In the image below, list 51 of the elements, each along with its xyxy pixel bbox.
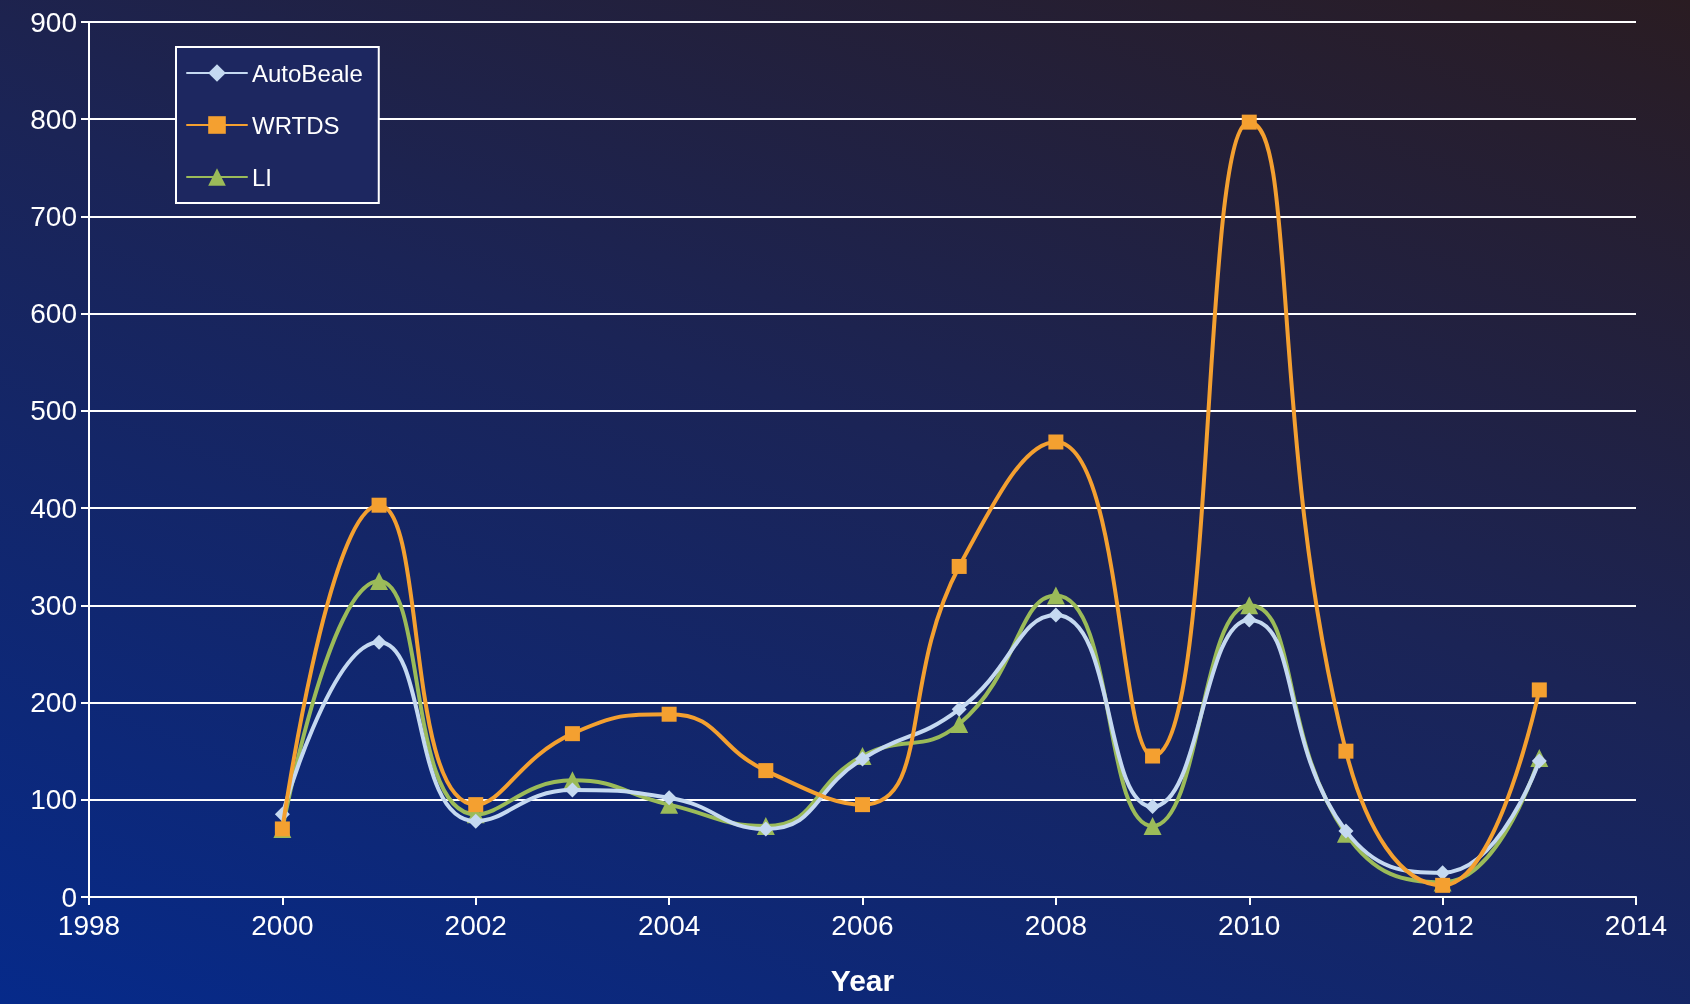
x-tick-label: 2004 [637,909,701,941]
point [855,751,870,767]
point [1338,823,1354,839]
point [564,782,580,798]
point [1338,743,1354,759]
x-tick-label: 2006 [831,909,894,941]
point [371,497,387,513]
y-tick-label: 800 [30,103,77,135]
point [661,790,677,806]
x-tick-label: 2014 [1604,909,1668,941]
x-axis-title: Year [830,963,895,997]
point [564,726,580,742]
point [1240,596,1259,615]
point [1435,877,1451,893]
y-tick-label: 600 [30,298,77,330]
y-tick-label: 400 [30,492,77,524]
y-tick-label: 300 [30,589,77,621]
point [1241,114,1257,130]
y-tick-label: 900 [30,6,77,38]
point [1531,682,1547,698]
y-tick-label: 100 [30,784,77,816]
point [371,634,387,650]
x-tick-label: 2008 [1024,909,1088,941]
point [1145,799,1161,815]
point [950,714,969,733]
y-tick-label: 500 [30,395,77,427]
y-tick-label: 700 [30,200,77,232]
point [758,763,774,779]
x-tick-label: 2002 [444,909,507,941]
point [951,558,967,574]
legend-label: AutoBeale [252,59,363,87]
point [1241,612,1257,628]
legend-label: LI [252,163,273,191]
legend-label: WRTDS [252,111,340,139]
point [758,821,774,837]
y-tick-label: 200 [30,687,77,719]
x-tick-label: 2000 [251,909,314,941]
x-tick-label: 2010 [1218,909,1281,941]
point [1531,753,1547,769]
point [468,813,484,829]
point [951,701,967,717]
x-tick-label: 2012 [1411,909,1474,941]
point [1143,817,1162,836]
point [1048,607,1064,623]
point [370,572,389,591]
point [1048,434,1064,450]
point [1145,748,1161,764]
point [661,706,677,722]
point [468,797,484,813]
point [1046,586,1065,605]
point [855,797,870,813]
